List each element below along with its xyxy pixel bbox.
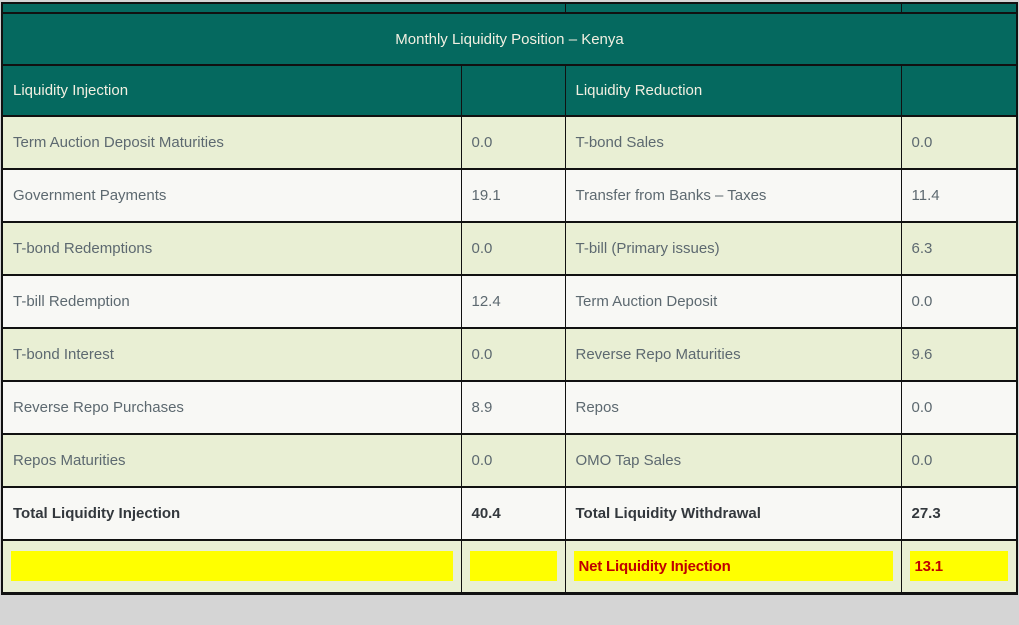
- highlight-bar: [469, 551, 557, 582]
- reduction-value-cell: 0.0: [900, 115, 1018, 170]
- reduction-value-cell: 0.0: [900, 274, 1018, 329]
- table-row: T-bond Interest 0.0 Reverse Repo Maturit…: [1, 327, 1018, 382]
- table-row: T-bill Redemption 12.4 Term Auction Depo…: [1, 274, 1018, 329]
- reduction-value-cell: 11.4: [900, 168, 1018, 223]
- injection-label-cell: Government Payments: [1, 168, 462, 223]
- reduction-column-header: Liquidity Reduction: [564, 64, 902, 117]
- table-row: T-bond Redemptions 0.0 T-bill (Primary i…: [1, 221, 1018, 276]
- reduction-label-cell: Term Auction Deposit: [564, 274, 902, 329]
- reduction-label-cell: Transfer from Banks – Taxes: [564, 168, 902, 223]
- injection-label-cell: T-bond Redemptions: [1, 221, 462, 276]
- injection-value-cell: 0.0: [460, 115, 566, 170]
- total-injection-value: 40.4: [460, 486, 566, 541]
- top-strip-cell-left: [1, 2, 566, 14]
- injection-value-cell: 0.0: [460, 327, 566, 382]
- reduction-label-cell: T-bill (Primary issues): [564, 221, 902, 276]
- reduction-value-cell: 9.6: [900, 327, 1018, 382]
- injection-value-cell: 0.0: [460, 433, 566, 488]
- total-injection-label: Total Liquidity Injection: [1, 486, 462, 541]
- net-value-cell: 13.1: [900, 539, 1018, 594]
- net-label-cell: Net Liquidity Injection: [564, 539, 902, 594]
- injection-value-cell: 12.4: [460, 274, 566, 329]
- top-strip-cell-middle: [564, 2, 902, 14]
- liquidity-position-table: Monthly Liquidity Position – Kenya Liqui…: [1, 2, 1018, 595]
- table-row: Repos Maturities 0.0 OMO Tap Sales 0.0: [1, 433, 1018, 488]
- table-row: Reverse Repo Purchases 8.9 Repos 0.0: [1, 380, 1018, 435]
- injection-label-cell: Reverse Repo Purchases: [1, 380, 462, 435]
- total-withdrawal-label: Total Liquidity Withdrawal: [564, 486, 902, 541]
- reduction-value-column-header: [900, 64, 1018, 117]
- injection-label-cell: T-bill Redemption: [1, 274, 462, 329]
- reduction-value-cell: 0.0: [900, 433, 1018, 488]
- injection-value-cell: 19.1: [460, 168, 566, 223]
- top-partial-row: [1, 2, 1018, 14]
- reduction-label-cell: Repos: [564, 380, 902, 435]
- reduction-value-cell: 0.0: [900, 380, 1018, 435]
- reduction-value-cell: 6.3: [900, 221, 1018, 276]
- highlight-bar: 13.1: [909, 551, 1008, 582]
- highlight-bar: [11, 551, 453, 582]
- column-header-row: Liquidity Injection Liquidity Reduction: [1, 64, 1018, 117]
- injection-value-cell: 8.9: [460, 380, 566, 435]
- total-withdrawal-value: 27.3: [900, 486, 1018, 541]
- net-empty-cell-left: [1, 539, 462, 594]
- top-strip-cell-right: [900, 2, 1018, 14]
- net-liquidity-label: Net Liquidity Injection: [578, 557, 731, 575]
- title-row: Monthly Liquidity Position – Kenya: [1, 12, 1018, 66]
- net-liquidity-value: 13.1: [914, 557, 944, 575]
- reduction-label-cell: T-bond Sales: [564, 115, 902, 170]
- reduction-label-cell: Reverse Repo Maturities: [564, 327, 902, 382]
- injection-label-cell: Repos Maturities: [1, 433, 462, 488]
- net-liquidity-row: Net Liquidity Injection 13.1: [1, 539, 1018, 594]
- injection-column-header: Liquidity Injection: [1, 64, 462, 117]
- injection-value-column-header: [460, 64, 566, 117]
- totals-row: Total Liquidity Injection 40.4 Total Liq…: [1, 486, 1018, 541]
- highlight-bar: Net Liquidity Injection: [573, 551, 893, 582]
- injection-label-cell: T-bond Interest: [1, 327, 462, 382]
- reduction-label-cell: OMO Tap Sales: [564, 433, 902, 488]
- injection-label-cell: Term Auction Deposit Maturities: [1, 115, 462, 170]
- table-row: Government Payments 19.1 Transfer from B…: [1, 168, 1018, 223]
- table-title: Monthly Liquidity Position – Kenya: [1, 12, 1018, 66]
- net-empty-cell-value: [460, 539, 566, 594]
- injection-value-cell: 0.0: [460, 221, 566, 276]
- table-row: Term Auction Deposit Maturities 0.0 T-bo…: [1, 115, 1018, 170]
